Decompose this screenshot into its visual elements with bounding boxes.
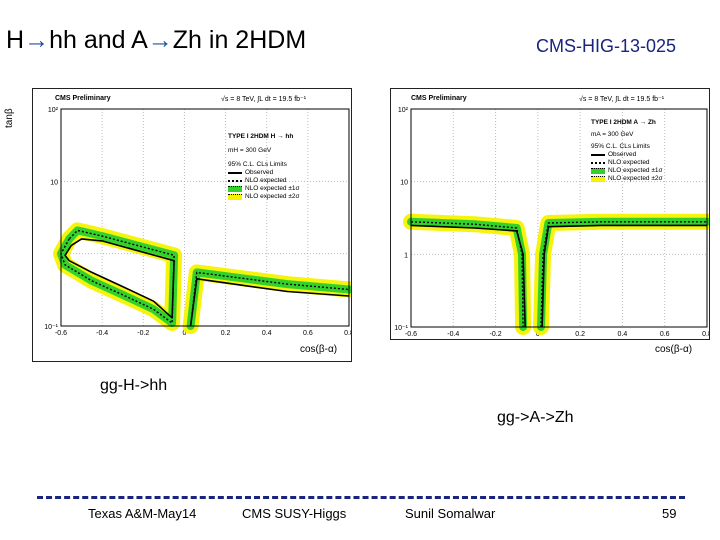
x-tick-label: -0.2 [137,330,149,337]
y-tick-label: 10⁻¹ [44,324,58,331]
y-axis-label-left: tanβ [4,108,15,128]
band-2sigma [533,213,709,335]
title-part-post: Zh in 2HDM [172,26,307,54]
plot-frame [60,108,350,327]
slide-title: H→hh and A→Zh in 2HDM [6,26,306,55]
chart-energy: √s = 8 TeV, ∫L dt = 19.5 fb⁻¹ [579,96,665,103]
footer-author: Sunil Somalwar [405,506,496,521]
chart-model: TYPE I 2HDM A → Zh [591,119,656,126]
footer-topic: CMS SUSY-Higgs [242,506,347,521]
legend-item-observed: Observed [591,151,663,159]
footer-venue: Texas A&M-May14 [88,506,197,521]
legend-item-2sigma: NLO expected ±2σ [591,175,663,183]
chart-energy: √s = 8 TeV, ∫L dt = 19.5 fb⁻¹ [221,96,307,103]
observed-line [64,238,175,319]
band-2sigma [403,213,532,335]
legend-title: 95% C.L. CLs Limits [591,143,650,150]
arrow-icon: → [24,26,50,54]
chart-model: TYPE I 2HDM H → hh [228,133,294,140]
x-tick-label: 0 [182,330,186,337]
process-label-a-zh: gg->A->Zh [497,409,574,426]
x-tick-label: 0.2 [221,330,231,337]
chart-model-info: TYPE I 2HDM H → hh mH = 300 GeV 95% C.L.… [228,133,300,201]
arrow-icon: → [147,26,173,54]
legend-title: 95% C.L. CLs Limits [228,161,287,168]
x-tick-label: -0.6 [405,331,417,338]
x-tick-label: -0.6 [55,330,67,337]
expected-line [189,271,350,327]
observed-line [541,224,707,328]
chart-preliminary: CMS Preliminary [55,95,111,102]
x-axis-label-right: cos(β-α) [655,344,693,355]
x-tick-label: 0.8 [344,330,351,337]
legend-item-expected: NLO expected [591,159,663,167]
y-tick-label: 10⁻¹ [394,325,408,332]
band-green-icon [591,168,605,174]
chart-mass: mH = 300 GeV [228,147,272,154]
line-solid-icon [591,154,605,156]
x-tick-label: 0.2 [575,331,585,338]
expected-line [540,221,707,328]
band-green-icon [228,186,242,192]
line-solid-icon [228,172,242,174]
observed-line [189,278,350,327]
x-tick-label: -0.4 [447,331,459,338]
line-dotted-icon [228,180,242,182]
x-tick-label: 0.6 [303,330,313,337]
line-dotted-icon [591,162,605,164]
y-tick-label: 10² [48,107,59,114]
footer-divider [37,496,685,499]
report-id: CMS-HIG-13-025 [536,36,677,56]
legend-item-2sigma: NLO expected ±2σ [228,193,300,201]
legend-item-expected: NLO expected [228,177,300,185]
chart-a-zh: -0.6 -0.4 -0.2 0 0.2 0.4 0.6 0.8 10⁻¹ 1 10 10² [394,107,709,338]
y-tick-label: 10² [398,107,409,114]
band-yellow-icon [228,194,242,200]
plot-frame [410,108,708,328]
chart-preliminary: CMS Preliminary [411,95,467,102]
legend-item-observed: Observed [228,169,300,177]
title-part-mid: hh and A [49,26,148,54]
legend-item-1sigma: NLO expected ±1σ [228,185,300,193]
chart-panel-a-zh: -0.6 -0.4 -0.2 0 0.2 0.4 0.6 0.8 10⁻¹ 1 10 10² CMS … [390,88,710,340]
expected-line [410,221,524,328]
x-axis-label-left: cos(β-α) [300,344,338,355]
x-tick-label: 0.4 [618,331,628,338]
x-tick-label: 0.6 [660,331,670,338]
expected-line [60,229,175,325]
observed-line [410,224,526,328]
y-tick-label: 10 [50,179,58,186]
legend-item-1sigma: NLO expected ±1σ [591,167,663,175]
chart-model-info: TYPE I 2HDM A → Zh mA = 300 GeV 95% C.L.… [591,119,663,183]
x-tick-label: 0.4 [262,330,272,337]
band-1sigma [407,217,528,331]
x-tick-label: 0.8 [702,331,709,338]
x-tick-label: -0.4 [96,330,108,337]
footer-page-number: 59 [662,506,677,521]
process-label-h-hh: gg-H->hh [100,377,168,394]
x-tick-label: 0 [536,331,540,338]
y-tick-label: 10 [400,180,408,187]
chart-mass: mA = 300 GeV [591,131,634,138]
x-tick-label: -0.2 [490,331,502,338]
y-tick-label: 1 [404,252,408,259]
band-1sigma [537,217,709,331]
band-yellow-icon [591,176,605,182]
title-part-h: H [6,26,25,54]
